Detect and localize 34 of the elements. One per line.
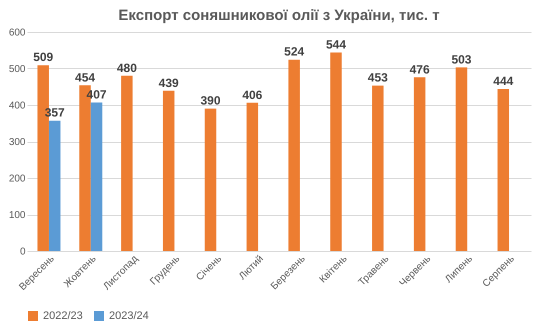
bar [372, 86, 384, 251]
data-label: 439 [158, 76, 180, 90]
bar [90, 102, 102, 251]
bar [414, 77, 426, 251]
data-label: 544 [326, 37, 346, 52]
legend-label: 2022/23 [43, 310, 83, 322]
bar [330, 52, 342, 251]
data-label: 476 [410, 62, 430, 76]
y-tick-label: 500 [8, 64, 26, 75]
data-label: 454 [75, 70, 96, 84]
bar [48, 120, 60, 251]
y-tick-label: 100 [8, 210, 26, 221]
bar [246, 102, 258, 251]
data-label: 390 [200, 94, 221, 108]
bar [288, 60, 300, 251]
data-label: 524 [284, 44, 304, 59]
bar [456, 67, 468, 251]
data-label: 453 [368, 70, 388, 85]
y-tick-label: 0 [20, 246, 26, 258]
data-label: 406 [242, 88, 263, 102]
bar [204, 108, 216, 251]
chart-title: Експорт соняшникової олії з України, тис. т [118, 7, 440, 24]
bar [121, 76, 133, 251]
bar [498, 88, 510, 251]
data-label: 480 [116, 60, 138, 75]
y-tick-label: 400 [8, 100, 26, 112]
y-tick-label: 300 [8, 137, 26, 148]
data-label: 509 [33, 50, 54, 64]
legend-label: 2023/24 [109, 310, 149, 322]
y-tick-label: 200 [8, 174, 26, 184]
data-label: 444 [493, 74, 514, 88]
bar [162, 90, 174, 251]
y-tick-label: 600 [8, 28, 26, 38]
data-label: 503 [451, 52, 472, 66]
